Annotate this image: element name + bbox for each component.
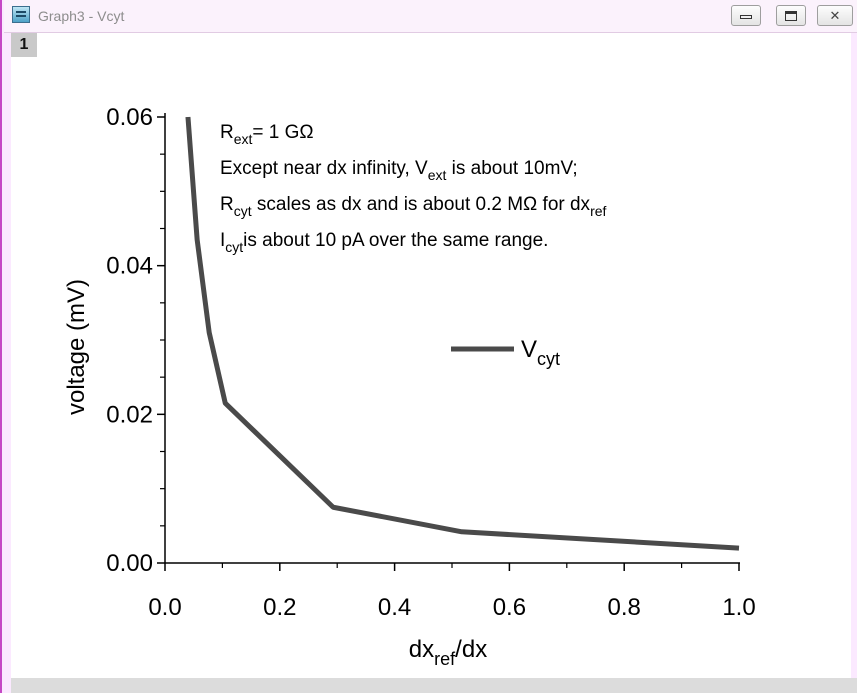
close-icon: ✕ bbox=[829, 7, 841, 23]
minimize-button[interactable] bbox=[731, 5, 761, 26]
axis-titles: dxref/dx voltage (mV) bbox=[63, 279, 487, 669]
minimize-icon bbox=[740, 14, 752, 19]
legend-label: Vcyt bbox=[521, 336, 560, 369]
y-tick-label: 0.00 bbox=[106, 550, 153, 577]
axes: 0.0 0.2 0.4 0.6 0.8 1.0 0.00 0.02 0.04 0.06 bbox=[106, 104, 755, 621]
x-tick-label: 0.6 bbox=[493, 594, 526, 621]
y-tick-label: 0.04 bbox=[106, 253, 153, 280]
y-tick-label: 0.06 bbox=[106, 104, 153, 131]
y-tick-label: 0.02 bbox=[106, 401, 153, 428]
bottom-scrollbar[interactable] bbox=[11, 678, 857, 693]
x-axis-title: dxref/dx bbox=[409, 636, 487, 669]
x-tick-label: 0.0 bbox=[148, 594, 181, 621]
graph-app-icon[interactable] bbox=[12, 6, 30, 23]
x-tick-label: 0.2 bbox=[263, 594, 296, 621]
x-tick-label: 0.4 bbox=[378, 594, 411, 621]
x-tick-label: 1.0 bbox=[722, 594, 755, 621]
maximize-button[interactable] bbox=[776, 5, 806, 26]
title-bar[interactable]: Graph3 - Vcyt ✕ bbox=[4, 0, 857, 33]
close-button[interactable]: ✕ bbox=[817, 5, 853, 26]
plot-area[interactable] bbox=[11, 33, 851, 678]
legend: Vcyt bbox=[451, 336, 560, 369]
annotation-line: Icytis about 10 pA over the same range. bbox=[220, 230, 548, 255]
annotation-line: Rcyt scales as dx and is about 0.2 MΩ fo… bbox=[220, 194, 607, 219]
y-axis-title: voltage (mV) bbox=[63, 279, 90, 415]
series-line-vcyt bbox=[185, 116, 740, 551]
annotation-block: Rext= 1 GΩ Except near dx infinity, Vext … bbox=[220, 122, 607, 255]
annotation-line: Rext= 1 GΩ bbox=[220, 122, 314, 147]
maximize-icon bbox=[785, 10, 797, 21]
layer-badge[interactable]: 1 bbox=[11, 33, 37, 57]
x-tick-label: 0.8 bbox=[608, 594, 641, 621]
window-title: Graph3 - Vcyt bbox=[38, 8, 125, 24]
annotation-line: Except near dx infinity, Vext is about 1… bbox=[220, 158, 578, 183]
series-group bbox=[185, 116, 740, 551]
